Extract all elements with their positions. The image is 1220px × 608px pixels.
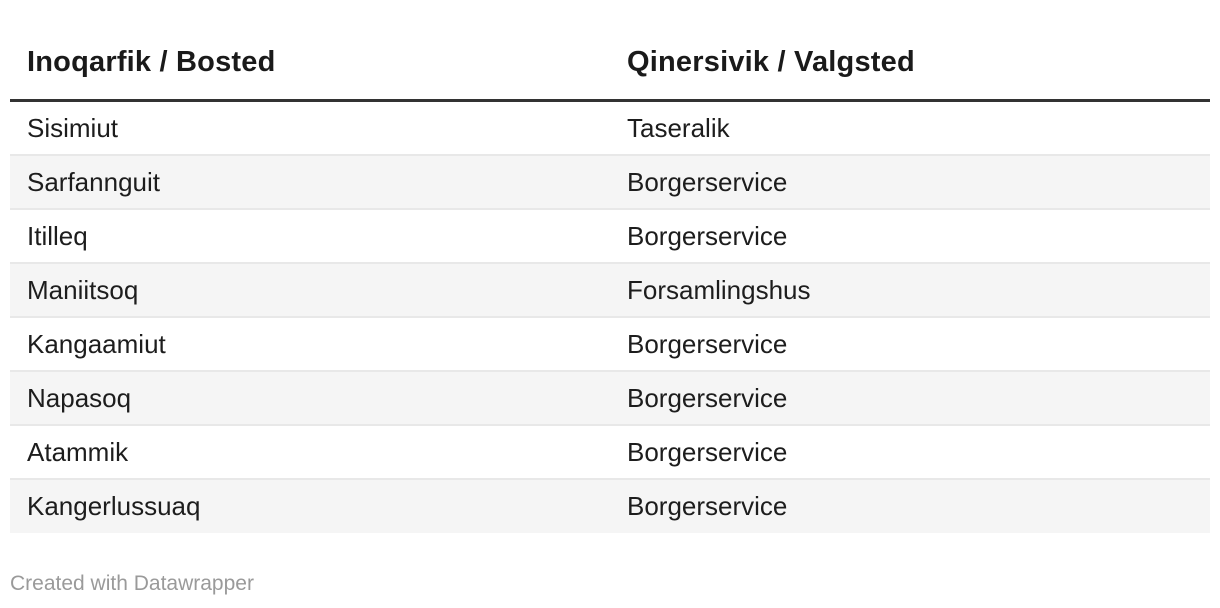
table-row: Kangaamiut Borgerservice — [10, 315, 1210, 371]
table-row: Maniitsoq Forsamlingshus — [10, 261, 1210, 317]
table-cell: Borgerservice — [610, 153, 1210, 209]
table-row: Sarfannguit Borgerservice — [10, 153, 1210, 209]
column-header-residence: Inoqarfik / Bosted — [10, 0, 610, 102]
table-cell: Napasoq — [10, 369, 610, 425]
table-row: Kangerlussuaq Borgerservice — [10, 477, 1210, 533]
table-cell: Kangaamiut — [10, 315, 610, 371]
table-cell: Kangerlussuaq — [10, 477, 610, 533]
table-body: Sisimiut Taseralik Sarfannguit Borgerservic… — [10, 101, 1210, 533]
table-row: Napasoq Borgerservice — [10, 369, 1210, 425]
table-cell: Borgerservice — [610, 423, 1210, 479]
table-cell: Taseralik — [627, 112, 730, 143]
table-cell: Sisimiut — [27, 112, 119, 143]
table-row: Sisimiut Taseralik — [10, 101, 1210, 155]
table-cell: Sarfannguit — [10, 153, 610, 209]
table-wrap: Inoqarfik / Bosted Qinersivik / Valgsted… — [10, 0, 1210, 533]
table-row: Itilleq Borgerservice — [10, 207, 1210, 263]
table-cell: Forsamlingshus — [610, 261, 1210, 317]
table-cell: Borgerservice — [610, 477, 1210, 533]
table-cell: Borgerservice — [610, 207, 1210, 263]
table-cell: Itilleq — [10, 207, 610, 263]
header-row: Inoqarfik / Bosted Qinersivik / Valgsted — [10, 0, 1210, 102]
polling-stations-table: Inoqarfik / Bosted Qinersivik / Valgsted… — [10, 0, 1210, 533]
table-cell: Maniitsoq — [10, 261, 610, 317]
table-cell: Borgerservice — [610, 369, 1210, 425]
table-cell: Atammik — [10, 423, 610, 479]
table-row: Atammik Borgerservice — [10, 423, 1210, 479]
attribution: Created with Datawrapper — [10, 572, 254, 596]
attribution-link[interactable]: Created with Datawrapper — [10, 572, 254, 595]
table-cell: Borgerservice — [610, 315, 1210, 371]
column-header-polling-station: Qinersivik / Valgsted — [610, 0, 1210, 102]
